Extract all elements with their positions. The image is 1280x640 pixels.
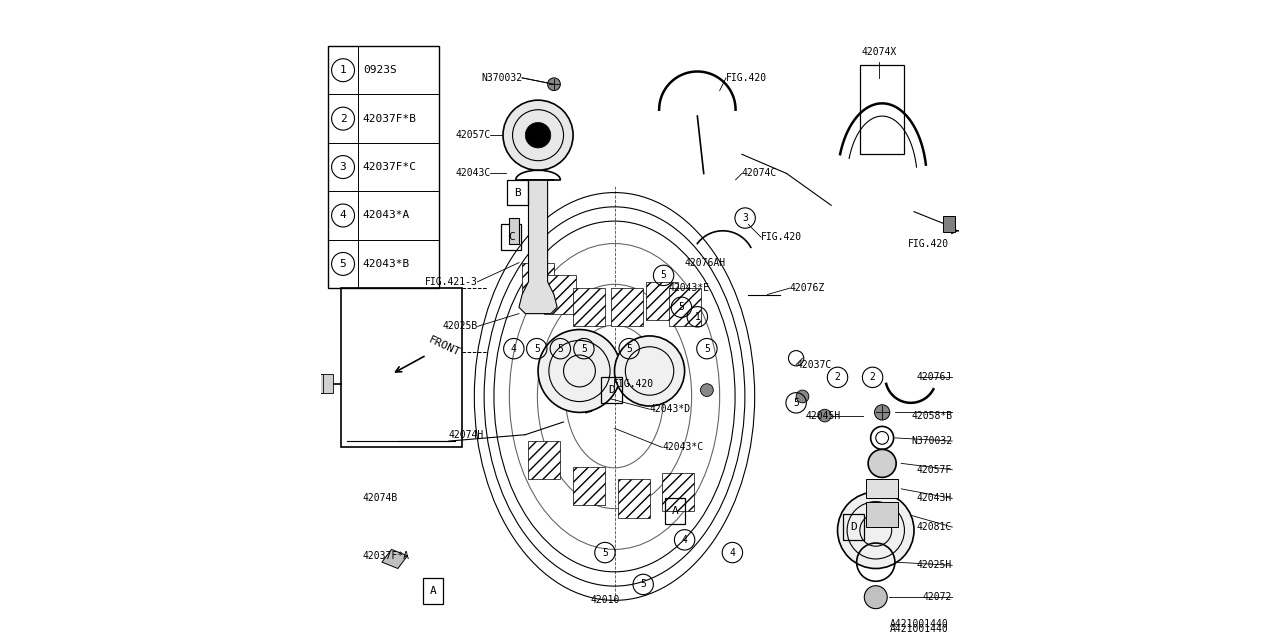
Circle shape: [864, 586, 887, 609]
Text: 3: 3: [742, 213, 748, 223]
Text: 5: 5: [534, 344, 540, 354]
Text: 42043*B: 42043*B: [362, 259, 410, 269]
Circle shape: [818, 409, 831, 422]
Bar: [942, 216, 955, 232]
Text: 42037F*C: 42037F*C: [362, 162, 417, 172]
Circle shape: [874, 404, 890, 420]
Text: 4: 4: [682, 535, 687, 545]
Text: FIG.420: FIG.420: [908, 239, 948, 248]
Bar: [328, 46, 439, 288]
Text: N370032: N370032: [911, 436, 952, 446]
Bar: [312, 374, 324, 394]
Text: 42072: 42072: [923, 592, 952, 602]
Circle shape: [548, 78, 561, 91]
Text: FIG.420: FIG.420: [613, 379, 654, 388]
Text: 5: 5: [339, 259, 347, 269]
Text: 5: 5: [581, 344, 586, 354]
Text: 2: 2: [835, 372, 841, 382]
Text: 5: 5: [602, 548, 608, 557]
Circle shape: [525, 122, 550, 148]
Text: 1: 1: [695, 312, 700, 322]
Text: 42074C: 42074C: [742, 168, 777, 179]
Text: 3: 3: [339, 162, 347, 172]
Text: 5: 5: [660, 270, 667, 280]
Text: 42043*C: 42043*C: [662, 442, 704, 452]
Bar: [544, 275, 576, 314]
Bar: [573, 467, 605, 505]
Polygon shape: [381, 549, 407, 568]
Text: 5: 5: [678, 302, 685, 312]
Bar: [612, 288, 643, 326]
Bar: [646, 282, 678, 320]
Bar: [573, 288, 605, 326]
Text: 42074X: 42074X: [861, 47, 896, 58]
Text: 42076Z: 42076Z: [790, 283, 826, 293]
Text: 42081C: 42081C: [916, 522, 952, 532]
Text: 42076AH: 42076AH: [685, 258, 726, 268]
Bar: [668, 288, 700, 326]
Text: D: D: [850, 522, 856, 532]
Text: 1: 1: [339, 65, 347, 76]
Text: 42074B: 42074B: [362, 493, 398, 504]
Polygon shape: [518, 180, 557, 314]
Circle shape: [700, 384, 713, 396]
Text: 42043H: 42043H: [916, 493, 952, 504]
Text: FIG.420: FIG.420: [726, 73, 767, 83]
Bar: [867, 502, 899, 527]
Text: 42025H: 42025H: [916, 561, 952, 570]
Circle shape: [796, 390, 809, 403]
Text: 42043*E: 42043*E: [668, 283, 710, 293]
Circle shape: [868, 449, 896, 477]
Text: 42043C: 42043C: [454, 168, 490, 179]
Text: 5: 5: [640, 579, 646, 589]
Circle shape: [614, 336, 685, 406]
Text: D: D: [608, 385, 614, 395]
Text: FIG.420: FIG.420: [762, 232, 803, 242]
Text: 5: 5: [557, 344, 563, 354]
Bar: [522, 262, 554, 301]
Text: FRONT: FRONT: [426, 335, 461, 358]
Text: A: A: [672, 506, 678, 516]
Text: C: C: [508, 232, 515, 242]
Text: 42074H: 42074H: [448, 429, 484, 440]
Text: 2: 2: [339, 114, 347, 124]
Text: 5: 5: [794, 398, 799, 408]
Text: 42025B: 42025B: [443, 321, 477, 332]
Bar: [662, 473, 694, 511]
Text: 42057F: 42057F: [916, 465, 952, 475]
Text: 42010: 42010: [590, 595, 620, 605]
Polygon shape: [509, 218, 518, 244]
Text: 5: 5: [704, 344, 710, 354]
Text: 42043*A: 42043*A: [362, 211, 410, 221]
Bar: [340, 288, 462, 447]
Text: 42043*D: 42043*D: [649, 404, 691, 414]
Bar: [860, 65, 905, 154]
Text: A: A: [430, 586, 436, 596]
Text: 42058*B: 42058*B: [911, 411, 952, 420]
Text: 42037F*B: 42037F*B: [362, 114, 417, 124]
Text: FIG.421-3: FIG.421-3: [425, 276, 477, 287]
Bar: [529, 441, 561, 479]
Bar: [618, 479, 649, 518]
Bar: [321, 374, 333, 394]
Text: 5: 5: [626, 344, 632, 354]
Text: 0923S: 0923S: [362, 65, 397, 76]
Text: 42076J: 42076J: [916, 372, 952, 382]
Text: A421001440: A421001440: [891, 624, 948, 634]
Bar: [867, 479, 899, 499]
Text: 2: 2: [869, 372, 876, 382]
Circle shape: [538, 330, 621, 412]
Text: A421001440: A421001440: [891, 619, 948, 629]
Text: N370032: N370032: [481, 73, 522, 83]
Text: 42057C: 42057C: [454, 130, 490, 140]
Text: B: B: [515, 188, 521, 198]
Text: 4: 4: [339, 211, 347, 221]
Text: 42037C: 42037C: [796, 360, 832, 370]
Circle shape: [503, 100, 573, 170]
Circle shape: [837, 492, 914, 568]
Text: 42037F*A: 42037F*A: [362, 551, 410, 561]
Text: 4: 4: [511, 344, 517, 354]
Text: 4: 4: [730, 548, 735, 557]
Text: 42045H: 42045H: [805, 411, 841, 420]
